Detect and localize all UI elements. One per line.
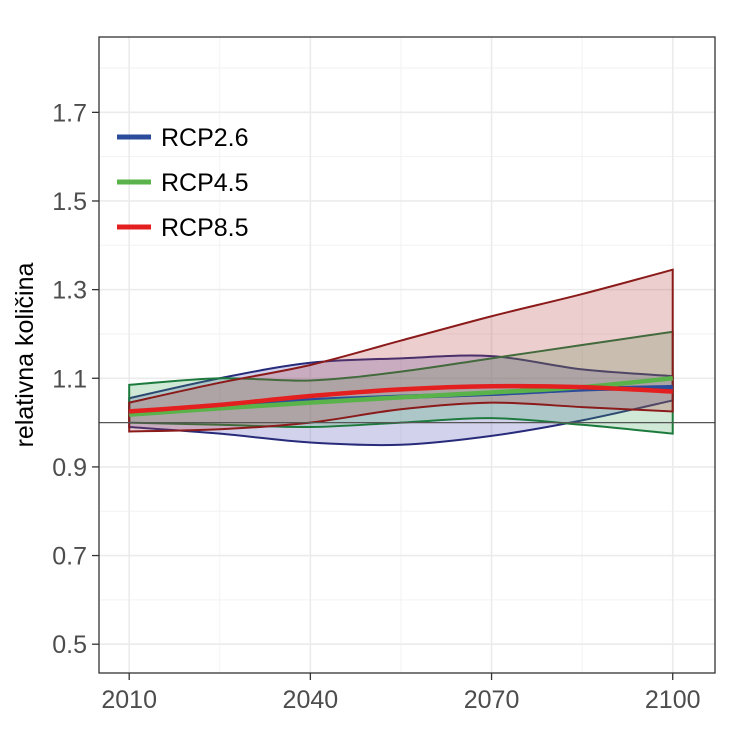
- y-tick-label: 0.9: [52, 454, 87, 482]
- x-tick-label: 2010: [101, 686, 157, 714]
- grid-major: [99, 37, 715, 673]
- mean-lines: [129, 376, 673, 417]
- x-tick-label: 2100: [645, 686, 701, 714]
- y-tick-label: 0.5: [52, 631, 87, 659]
- y-tick-label: 1.7: [52, 99, 87, 127]
- x-tick-label: 2040: [283, 686, 339, 714]
- y-tick-label: 1.1: [52, 365, 87, 393]
- mean-line-rcp85: [129, 383, 673, 414]
- panel-border: [98, 36, 716, 674]
- y-tick-label: 1.5: [52, 188, 87, 216]
- y-tick-label: 0.7: [52, 543, 87, 571]
- band-rcp45: [128, 330, 674, 435]
- legend-label: RCP4.5: [161, 169, 249, 197]
- y-tick-label: 1.3: [52, 277, 87, 305]
- y-axis-title: relativna količina: [11, 263, 39, 448]
- y-axis: 0.5 0.7 0.9 1.1 1.3 1.5 1.7: [52, 99, 99, 659]
- x-tick-label: 2070: [464, 686, 520, 714]
- x-axis: 2010 2040 2070 2100: [101, 673, 701, 714]
- legend-label: RCP8.5: [161, 214, 249, 242]
- legend-label: RCP2.6: [161, 124, 249, 152]
- legend: RCP2.6 RCP4.5 RCP8.5: [117, 124, 249, 242]
